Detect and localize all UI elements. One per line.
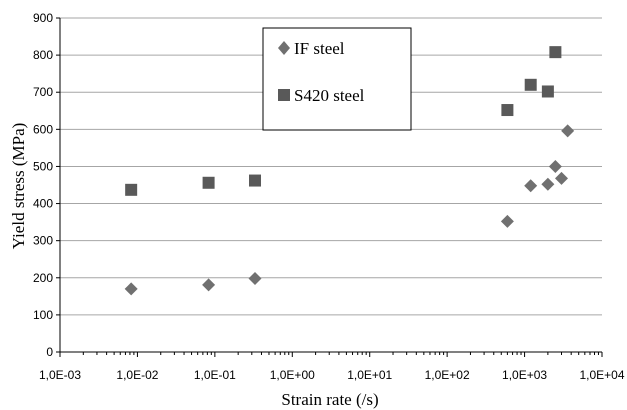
legend-square-icon [278,89,290,101]
x-tick-label: 1,0E-02 [116,368,158,382]
x-tick-label: 1,0E+03 [502,368,547,382]
x-tick-label: 1,0E+00 [270,368,315,382]
legend-diamond-icon [278,41,290,55]
y-tick-label: 0 [46,345,53,359]
y-axis-title: Yield stress (MPa) [9,123,28,250]
tick-labels: 0 100 200 300 400 500 600 700 800 900 1,0E-03 1,0E-… [33,11,625,382]
data-point-if-steel [541,177,555,191]
axes [56,17,603,357]
legend: IF steel S420 steel [262,27,412,131]
y-tick-label: 400 [33,197,53,211]
data-point-if-steel [524,179,538,193]
y-tick-label: 300 [33,234,53,248]
x-tick-label: 1,0E+02 [425,368,470,382]
data-point-if-steel [548,159,562,173]
legend-label-if-steel: IF steel [294,39,345,58]
data-point-s420-steel [501,104,514,117]
data-point-if-steel [555,171,569,185]
data-points [124,46,575,296]
data-point-s420-steel [202,176,215,189]
legend-label-s420-steel: S420 steel [294,86,365,105]
y-tick-label: 100 [33,308,53,322]
data-point-if-steel [202,278,216,292]
y-tick-label: 200 [33,271,53,285]
data-point-s420-steel [549,46,562,59]
y-tick-label: 900 [33,11,53,25]
x-axis-title: Strain rate (/s) [281,390,378,409]
x-tick-label: 1,0E-01 [194,368,236,382]
legend-box [262,27,412,131]
y-tick-label: 500 [33,159,53,173]
x-tick-label: 1,0E+04 [579,368,624,382]
data-point-if-steel [561,124,575,138]
data-point-s420-steel [125,183,138,196]
y-tick-label: 800 [33,48,53,62]
data-point-if-steel [124,282,138,296]
data-point-s420-steel [524,78,537,91]
x-tick-label: 1,0E-03 [39,368,81,382]
data-point-s420-steel [541,85,554,98]
y-tick-label: 600 [33,122,53,136]
x-tick-label: 1,0E+01 [347,368,392,382]
data-point-if-steel [500,214,514,228]
y-tick-label: 700 [33,85,53,99]
data-point-s420-steel [249,174,262,187]
data-point-if-steel [248,272,262,286]
